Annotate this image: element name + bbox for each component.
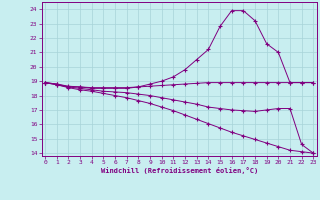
X-axis label: Windchill (Refroidissement éolien,°C): Windchill (Refroidissement éolien,°C)	[100, 167, 258, 174]
